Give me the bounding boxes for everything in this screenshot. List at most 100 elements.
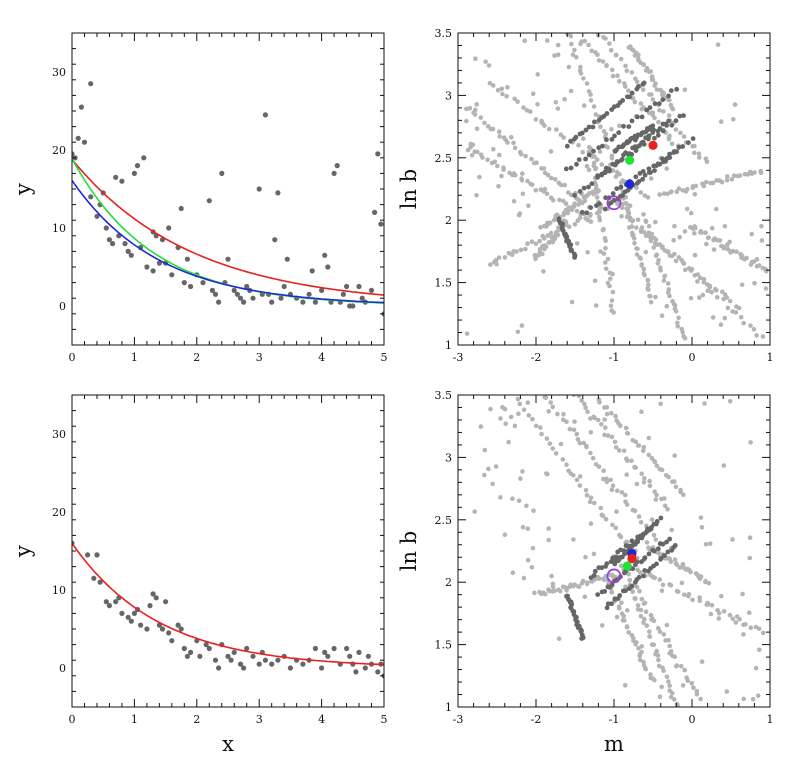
light-sample-point [571,204,576,209]
data-point [181,645,187,652]
light-sample-point [647,629,652,634]
light-sample-point [475,149,480,155]
light-sample-point [485,157,490,163]
light-sample-point [634,185,639,191]
light-sample-point [539,431,544,437]
light-sample-point [577,440,583,446]
light-sample-point [494,261,499,267]
data-point [244,283,250,290]
light-sample-point [601,577,607,583]
light-sample-point [739,282,745,288]
light-sample-point [634,584,640,590]
dark-sample-point [580,635,586,641]
light-sample-point [609,126,614,132]
dark-sample-point [579,130,585,136]
y-tick-label: 2.5 [435,152,453,165]
data-point [119,178,125,184]
dark-sample-point [629,583,635,589]
light-sample-point [657,108,662,113]
light-sample-point [490,126,496,132]
light-sample-point [516,411,521,417]
fit-curve [72,179,384,304]
light-sample-point [685,186,690,192]
data-point [106,237,112,243]
data-point [206,198,212,204]
light-sample-point [655,653,661,658]
light-sample-point [679,580,685,586]
light-sample-point [659,684,664,690]
light-sample-point [707,541,713,546]
dark-sample-point [602,206,608,212]
data-point [212,291,219,297]
y-tick-label: 1 [445,701,452,714]
light-sample-point [701,183,707,189]
data-point [325,264,331,270]
dark-sample-point [644,107,649,113]
dark-sample-point [627,151,632,157]
light-sample-point [633,465,638,470]
light-sample-point [498,416,503,421]
light-sample-point [641,62,646,67]
light-sample-point [596,464,602,470]
light-sample-point [692,225,698,231]
data-point [150,591,156,597]
light-sample-point [701,279,707,285]
light-sample-point [581,136,586,141]
data-point [91,575,97,581]
light-sample-point [643,249,649,255]
light-sample-point [530,416,535,422]
light-sample-point [592,278,598,284]
light-sample-point [697,275,703,281]
light-sample-point [526,413,532,418]
dark-sample-point [599,172,605,178]
data-point [131,610,137,617]
light-sample-point [625,207,631,212]
light-sample-point [582,594,588,600]
light-sample-point [669,527,674,533]
data-point [184,256,190,262]
light-sample-point [623,584,628,590]
light-sample-point [747,555,753,561]
light-sample-point [548,400,553,405]
light-sample-point [495,163,500,169]
data-point [306,291,312,297]
light-sample-point [624,624,630,630]
light-sample-point [715,42,721,47]
light-sample-point [643,219,649,225]
light-sample-point [738,314,744,320]
light-sample-point [675,589,681,595]
light-sample-point [691,685,696,690]
light-sample-point [703,542,709,547]
dark-sample-point [639,114,645,120]
light-sample-point [680,329,685,335]
light-sample-point [544,436,550,441]
light-sample-point [664,674,670,680]
light-sample-point [637,653,642,659]
light-sample-point [666,638,671,643]
light-sample-point [662,503,668,509]
light-sample-point [560,457,566,462]
light-sample-point [634,481,640,487]
light-sample-point [497,134,503,139]
light-sample-point [562,97,567,102]
light-sample-point [572,419,577,424]
x-tick-label: 1 [767,351,774,364]
light-sample-point [592,415,598,421]
dark-sample-point [654,561,659,567]
light-sample-point [677,234,683,240]
light-sample-point [580,149,585,155]
light-sample-point [568,471,574,476]
light-sample-point [557,197,562,203]
marker-red [648,140,658,150]
light-sample-point [678,489,683,495]
dark-sample-point [568,138,573,144]
dark-sample-point [633,148,639,154]
dark-sample-point [648,526,654,532]
data-point [331,170,337,176]
light-sample-point [697,595,702,600]
light-sample-point [635,217,641,223]
dark-sample-point [654,519,660,524]
light-sample-point [607,283,612,289]
light-sample-point [551,217,557,223]
light-sample-point [623,63,628,69]
